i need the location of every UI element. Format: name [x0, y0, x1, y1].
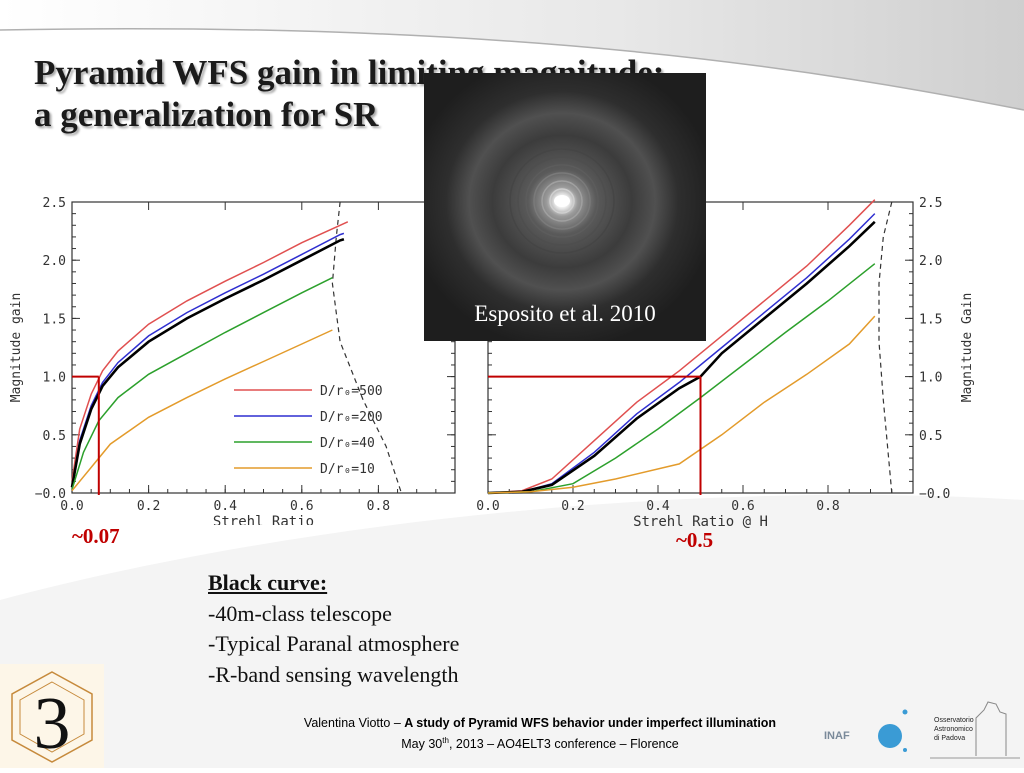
footer-talk-title: A study of Pyramid WFS behavior under im… [404, 716, 777, 730]
plot-frame [71, 201, 456, 494]
x-tick-label: 0.4 [646, 499, 670, 514]
x-tick-label: 0.6 [731, 499, 754, 514]
notes-heading: Black curve: [208, 570, 328, 595]
series-line [487, 220, 876, 495]
x-tick-label: 0.8 [367, 499, 390, 514]
padova-observatory-logo: Osservatorio Astronomico di Padova [930, 700, 1020, 760]
x-tick-label: 0.2 [561, 499, 584, 514]
legend-label: D/r₀=200 [320, 410, 383, 425]
y-axis-label: Magnitude Gain [960, 293, 975, 403]
notes-item: -40m-class telescope [208, 600, 392, 626]
y-tick-label: 2.0 [919, 254, 942, 269]
footer-author: Valentina Viotto [303, 716, 391, 730]
y-tick-label: 2.5 [919, 196, 942, 211]
notes-item: -R-band sensing wavelength [208, 661, 459, 687]
y-tick-label: 2.0 [43, 254, 66, 269]
inaf-text: INAF [824, 730, 850, 742]
y-tick-label: 1.0 [919, 371, 942, 386]
x-axis-label: Strehl Ratio @ H [633, 514, 768, 530]
inaf-logo: INAF [822, 706, 922, 756]
y-tick-label: 0.5 [43, 429, 66, 444]
notes-block: Black curve: -40m-class telescope -Typic… [208, 568, 459, 690]
series-line [487, 315, 876, 494]
series-line [71, 277, 333, 490]
x-tick-label: 0.8 [816, 499, 839, 514]
limit-curve [878, 201, 893, 494]
series-line [71, 221, 349, 482]
left-marker-label: ~0.07 [72, 524, 120, 548]
right-marker-label: ~0.5 [676, 528, 714, 552]
x-tick-label: 0.0 [476, 499, 499, 514]
series-line [487, 263, 876, 494]
right-chart: 0.0 0.2 0.4 0.6 0.8 −0.0 0.5 1.0 1.5 2.0 2.5 Strehl… [470, 180, 990, 535]
series-line [71, 329, 333, 492]
psf-image: Esposito et al. 2010 [424, 73, 706, 341]
conference-logo: 3 [0, 664, 104, 768]
y-tick-label: −0.0 [919, 487, 950, 502]
y-axis-label: Magnitude gain [9, 293, 24, 403]
footer-date: May 30 [401, 737, 443, 752]
notes-item: -Typical Paranal atmosphere [208, 631, 460, 656]
series-line [70, 237, 345, 488]
y-tick-label: 1.5 [919, 312, 942, 327]
logo-numeral: 3 [34, 683, 71, 765]
y-tick-label: 1.0 [43, 371, 66, 386]
series-line [71, 232, 345, 488]
footer: Valentina Viotto – A study of Pyramid WF… [303, 716, 777, 752]
legend-label: D/r₀=500 [320, 384, 383, 399]
x-tick-label: 0.4 [213, 499, 237, 514]
y-tick-label: 0.5 [919, 429, 942, 444]
legend-label: D/r₀=40 [320, 436, 375, 451]
y-tick-label: −0.0 [35, 487, 66, 502]
x-tick-label: 0.6 [290, 499, 313, 514]
psf-rings [424, 73, 706, 341]
left-chart: 0.0 0.2 0.4 0.6 0.8 −0.0 0.5 1.0 1.5 2.0 2.5 Strehl… [0, 180, 470, 525]
limit-curve [331, 201, 402, 494]
y-tick-label: 1.5 [43, 312, 66, 327]
y-tick-label: 2.5 [43, 196, 66, 211]
psf-caption: Esposito et al. 2010 [474, 301, 656, 326]
series-line [487, 199, 876, 494]
x-tick-label: 0.0 [60, 499, 83, 514]
legend-label: D/r₀=10 [320, 462, 375, 477]
title-line-2: a generalization for SR [34, 95, 379, 134]
x-axis-label: Strehl Ratio [213, 514, 314, 525]
x-tick-label: 0.2 [137, 499, 160, 514]
